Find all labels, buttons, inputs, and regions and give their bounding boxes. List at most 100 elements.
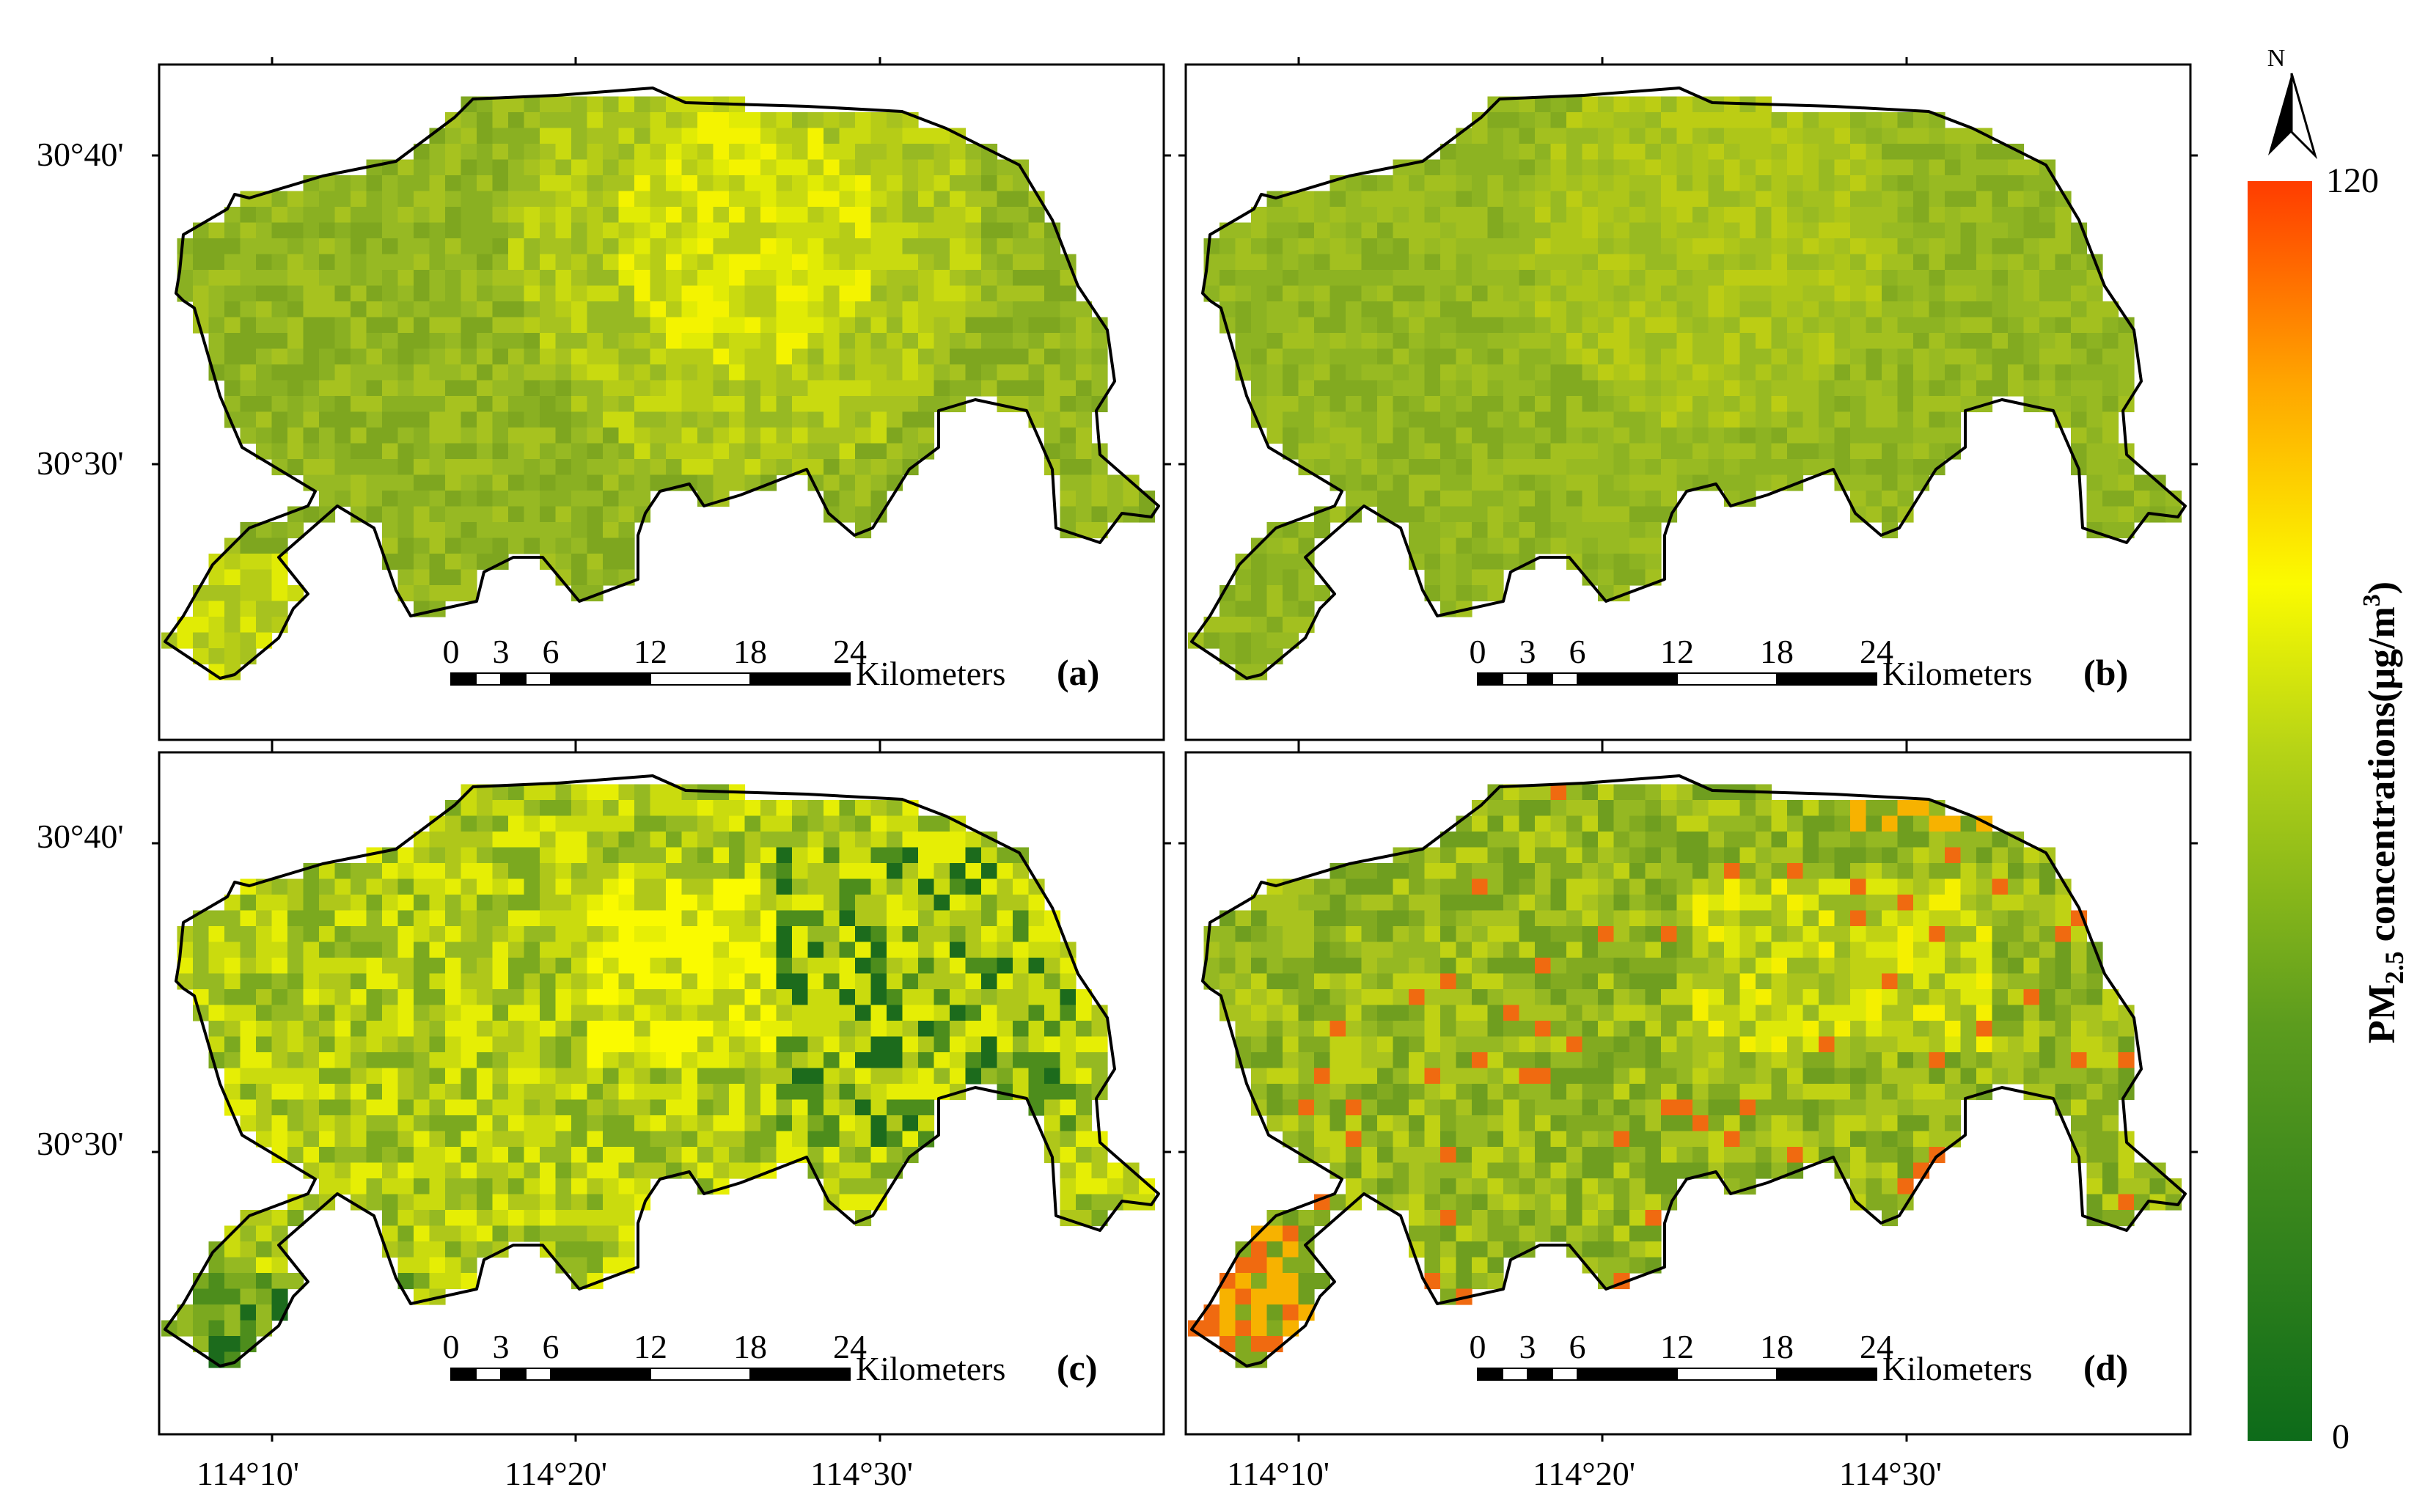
pm25-cell <box>603 238 620 255</box>
pm25-cell <box>1283 601 1299 617</box>
pm25-cell <box>713 270 730 287</box>
pm25-cell <box>351 411 367 428</box>
pm25-cell <box>571 301 588 318</box>
pm25-cell <box>445 1178 462 1195</box>
pm25-cell <box>1535 863 1552 880</box>
pm25-cell <box>334 396 351 413</box>
pm25-cell <box>918 847 935 864</box>
pm25-cell <box>807 411 824 428</box>
pm25-cell <box>224 1320 241 1337</box>
pm25-cell <box>1866 285 1882 302</box>
pm25-cell <box>1692 207 1709 224</box>
pm25-cell <box>1329 443 1346 460</box>
pm25-cell <box>397 1005 414 1021</box>
pm25-cell <box>618 191 635 208</box>
pm25-cell <box>1739 301 1756 318</box>
pm25-cell <box>965 285 982 302</box>
pm25-cell <box>870 159 887 176</box>
pm25-cell <box>776 926 793 943</box>
pm25-cell <box>1802 411 1819 428</box>
pm25-cell <box>776 878 793 895</box>
pm25-cell <box>807 1115 824 1132</box>
pm25-cell <box>1929 910 1945 927</box>
pm25-cell <box>1897 348 1914 365</box>
pm25-cell <box>1929 411 1945 428</box>
pm25-cell <box>555 1210 572 1227</box>
pm25-cell <box>1044 1084 1061 1101</box>
pm25-cell <box>397 863 414 880</box>
pm25-cell <box>902 847 919 864</box>
pm25-cell <box>1882 506 1899 523</box>
pm25-cell <box>839 380 856 397</box>
pm25-cell <box>681 380 698 397</box>
pm25-cell <box>366 973 383 990</box>
pm25-cell <box>1550 222 1567 239</box>
pm25-cell <box>397 537 414 554</box>
pm25-cell <box>382 1131 399 1148</box>
pm25-cell <box>461 144 477 161</box>
pm25-cell <box>1976 910 1993 927</box>
pm25-cell <box>1913 207 1930 224</box>
pm25-cell <box>287 364 304 381</box>
pm25-cell <box>1598 815 1615 832</box>
pm25-cell <box>1787 863 1804 880</box>
pm25-cell <box>1976 895 1993 911</box>
pm25-cell <box>965 989 982 1006</box>
pm25-cell <box>1503 333 1520 350</box>
pm25-cell <box>1346 285 1362 302</box>
pm25-cell <box>1802 285 1819 302</box>
pm25-cell <box>1472 958 1489 975</box>
pm25-cell <box>397 1194 414 1211</box>
pm25-cell <box>1091 506 1108 523</box>
pm25-cell <box>366 396 383 413</box>
pm25-cell <box>1566 506 1583 523</box>
pm25-cell <box>1283 973 1299 990</box>
pm25-cell <box>508 800 525 817</box>
pm25-cell <box>1219 632 1236 649</box>
pm25-cell <box>1456 973 1472 990</box>
pm25-cell <box>445 1068 462 1085</box>
pm25-cell <box>524 491 540 507</box>
pm25-cell <box>1060 1036 1077 1053</box>
pm25-cell <box>256 617 273 634</box>
pm25-cell <box>1771 333 1788 350</box>
pm25-cell <box>1929 989 1945 1006</box>
pm25-cell <box>1613 832 1630 848</box>
pm25-cell <box>855 1147 872 1164</box>
pm25-cell <box>713 285 730 302</box>
pm25-cell <box>1219 958 1236 975</box>
pm25-cell <box>461 112 477 129</box>
pm25-cell <box>397 175 414 192</box>
pm25-cell <box>366 1068 383 1085</box>
pm25-cell <box>887 175 903 192</box>
pm25-cell <box>1929 815 1945 832</box>
pm25-cell <box>1771 459 1788 476</box>
pm25-cell <box>1091 380 1108 397</box>
pm25-cell <box>950 207 967 224</box>
pm25-cell <box>776 1131 793 1148</box>
pm25-cell <box>744 832 761 848</box>
pm25-cell <box>1424 942 1441 958</box>
pm25-cell <box>193 1304 210 1321</box>
pm25-cell <box>1298 333 1315 350</box>
pm25-cell <box>334 175 351 192</box>
pm25-cell <box>492 537 509 554</box>
pm25-cell <box>1629 942 1646 958</box>
pm25-cell <box>492 958 509 975</box>
pm25-cell <box>1613 926 1630 943</box>
pm25-cell <box>287 1115 304 1132</box>
pm25-cell <box>824 1052 840 1069</box>
pm25-cell <box>1456 159 1472 176</box>
pm25-cell <box>2118 459 2135 476</box>
pm25-cell <box>1945 895 1962 911</box>
pm25-cell <box>1676 784 1693 801</box>
pm25-cell <box>287 285 304 302</box>
pm25-cell <box>618 207 635 224</box>
pm25-cell <box>1739 926 1756 943</box>
pm25-cell <box>965 333 982 350</box>
pm25-cell <box>1235 569 1252 586</box>
pm25-cell <box>1819 175 1835 192</box>
pm25-cell <box>1724 144 1741 161</box>
pm25-cell <box>918 1005 935 1021</box>
